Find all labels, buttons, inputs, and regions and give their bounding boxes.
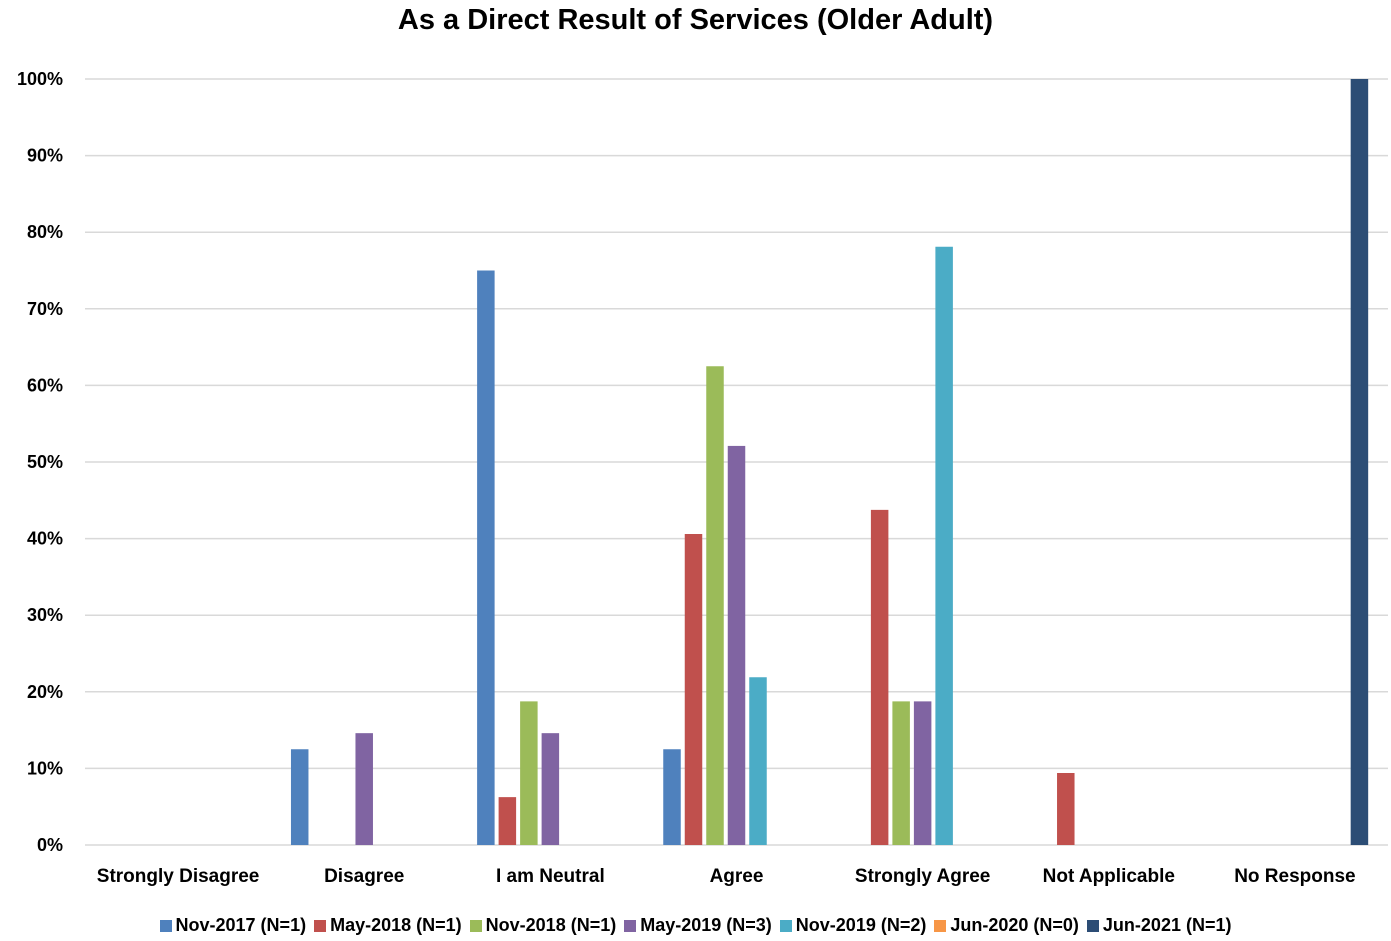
x-category-label: Disagree xyxy=(324,866,404,887)
y-tick-label: 100% xyxy=(17,69,63,89)
legend-item: Jun-2020 (N=0) xyxy=(934,915,1079,936)
bar xyxy=(684,534,703,845)
x-category-label: Agree xyxy=(710,866,764,887)
bar-chart: 0% 10% 20% 30% 40% 50% 60% 70% 80% 90% 100% Strong… xyxy=(17,69,1388,887)
y-tick-label: 0% xyxy=(37,835,63,855)
x-category-label: I am Neutral xyxy=(496,866,605,887)
x-axis-category-labels: Strongly Disagree Disagree I am Neutral Agr… xyxy=(97,866,1356,887)
bar xyxy=(749,677,767,845)
chart-title: As a Direct Result of Services (Older Ad… xyxy=(397,4,994,36)
x-category-label: Strongly Agree xyxy=(855,866,991,887)
bar xyxy=(892,701,910,845)
legend-swatch xyxy=(934,919,947,932)
y-tick-label: 90% xyxy=(27,146,63,166)
x-category-label: Not Applicable xyxy=(1043,866,1175,887)
legend-swatch xyxy=(314,919,327,932)
legend-label: Nov-2018 (N=1) xyxy=(485,915,617,935)
bar xyxy=(520,701,538,845)
x-category-label: Strongly Disagree xyxy=(97,866,260,887)
legend-swatch xyxy=(469,919,482,932)
bar xyxy=(498,797,517,845)
legend-item: May-2018 (N=1) xyxy=(314,915,462,936)
y-tick-label: 50% xyxy=(27,452,63,472)
y-tick-label: 20% xyxy=(27,682,63,702)
bar xyxy=(727,445,746,845)
bar xyxy=(913,701,932,845)
legend-item: Nov-2017 (N=1) xyxy=(159,915,307,936)
legend-label: Nov-2019 (N=2) xyxy=(795,915,927,935)
bar xyxy=(355,733,373,845)
bar xyxy=(1350,79,1369,845)
legend-item: Nov-2018 (N=1) xyxy=(469,915,617,936)
y-tick-label: 30% xyxy=(27,605,63,625)
bar xyxy=(477,270,495,845)
legend-swatch xyxy=(159,919,172,932)
bar xyxy=(663,749,681,845)
y-tick-label: 10% xyxy=(27,758,63,778)
legend-label: Jun-2020 (N=0) xyxy=(950,915,1079,935)
bar xyxy=(706,366,724,845)
legend-label: Jun-2021 (N=1) xyxy=(1102,915,1232,935)
y-tick-label: 80% xyxy=(27,222,63,242)
bar xyxy=(1057,772,1075,845)
bar xyxy=(541,733,560,845)
legend-label: May-2019 (N=3) xyxy=(640,915,772,935)
y-tick-label: 60% xyxy=(27,375,63,395)
bars xyxy=(290,79,1369,845)
bar xyxy=(870,509,889,845)
legend-swatch xyxy=(1086,919,1099,932)
legend-swatch xyxy=(779,919,792,932)
legend: Nov-2017 (N=1) May-2018 (N=1) Nov-2018 (N=… xyxy=(0,915,1391,936)
legend-item: Nov-2019 (N=2) xyxy=(779,915,927,936)
legend-swatch xyxy=(624,919,637,932)
legend-item: May-2019 (N=3) xyxy=(624,915,772,936)
y-tick-label: 40% xyxy=(27,529,63,549)
bar xyxy=(290,749,309,845)
legend-label: Nov-2017 (N=1) xyxy=(175,915,307,935)
y-tick-label: 70% xyxy=(27,299,63,319)
legend-item: Jun-2021 (N=1) xyxy=(1086,915,1232,936)
x-category-label: No Response xyxy=(1234,866,1355,887)
bar xyxy=(935,246,953,845)
legend-label: May-2018 (N=1) xyxy=(330,915,462,935)
y-axis-tick-labels: 0% 10% 20% 30% 40% 50% 60% 70% 80% 90% 100% xyxy=(17,69,63,855)
